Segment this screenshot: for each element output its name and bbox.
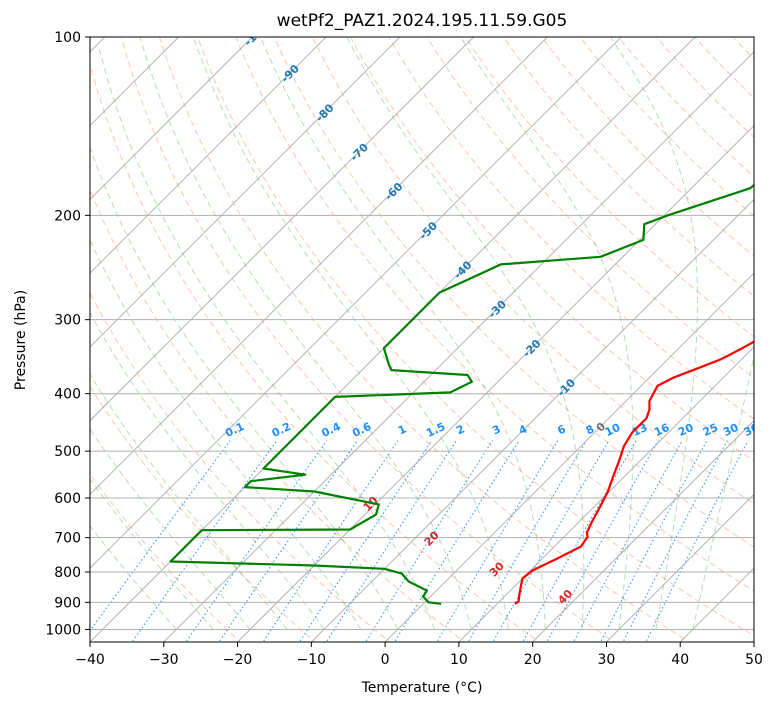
isotherm (90, 37, 327, 274)
dry-adiabat (426, 37, 754, 379)
x-axis-label: Temperature (°C) (361, 680, 483, 696)
mixing-ratio-line (546, 440, 659, 642)
y-tick-label: 800 (54, 565, 81, 581)
moist-adiabat (193, 37, 509, 630)
isotherm (90, 37, 401, 348)
y-axis-label: Pressure (hPa) (13, 290, 29, 390)
y-tick-label: 200 (54, 208, 81, 224)
dry-adiabat (388, 37, 754, 420)
mixing-ratio-line (492, 440, 610, 642)
x-axis: −40 −30 −20 −10 0 10 20 30 40 50 (75, 642, 763, 668)
y-tick-label: 600 (54, 491, 81, 507)
x-tick-label: 50 (745, 652, 763, 668)
isotherm (236, 124, 754, 642)
moist-adiabat (346, 37, 585, 630)
mixing-ratio-label: 36 (742, 421, 762, 439)
x-tick-label: −10 (297, 652, 327, 668)
series-layer (169, 183, 754, 605)
dry-adiabat (235, 37, 754, 592)
moist-adiabat (90, 478, 214, 630)
pressure-grid (90, 37, 754, 630)
moist-adiabat (692, 352, 754, 630)
mixing-ratio-label: 20 (676, 421, 696, 439)
plot-frame (89, 36, 755, 643)
y-axis: 100 200 300 400 500 600 700 800 900 1000 (45, 30, 90, 638)
x-tick-label: 30 (598, 652, 616, 668)
isotherm (90, 37, 622, 569)
x-tick-label: −20 (223, 652, 253, 668)
y-tick-label: 500 (54, 444, 81, 460)
dry-adiabat (273, 37, 754, 548)
moist-adiabat (90, 311, 325, 630)
mixing-ratio-label: 16 (652, 421, 672, 439)
dewpoint-profile (169, 183, 754, 605)
mixing-ratio-line (325, 440, 457, 642)
y-tick-label: 1000 (45, 622, 81, 638)
temperature-profile (514, 340, 754, 605)
y-tick-label: 100 (54, 30, 81, 46)
dry-adiabat (502, 37, 754, 297)
y-tick-label: 400 (54, 387, 81, 403)
isotherm (531, 419, 754, 642)
isotherm (90, 37, 254, 201)
isotherm (310, 198, 754, 642)
x-tick-label: 20 (524, 652, 542, 668)
mixing-ratio-label: 13 (630, 421, 649, 439)
y-tick-label: 900 (54, 595, 81, 611)
dry-adiabat (464, 37, 754, 338)
mixing-ratio-line (298, 440, 433, 642)
moist-adiabat (260, 37, 546, 630)
dry-adiabat (350, 37, 754, 462)
isotherm (458, 346, 754, 642)
mixing-ratio-line (262, 440, 399, 642)
mixing-ratio-line (365, 440, 493, 642)
moist-adiabat (139, 37, 472, 630)
y-tick-label: 300 (54, 313, 81, 329)
x-tick-label: 40 (671, 652, 689, 668)
mixing-ratio-label: 25 (701, 421, 720, 439)
isotherm (384, 272, 754, 642)
x-tick-label: −30 (149, 652, 179, 668)
y-tick-label: 700 (54, 531, 81, 547)
dry-adiabat (158, 37, 691, 642)
isotherm (90, 37, 549, 496)
mixing-ratio-line (185, 440, 328, 642)
isotherm (605, 493, 754, 642)
isotherm (162, 51, 754, 642)
mixing-ratio-line (522, 440, 637, 642)
moist-adiabat (90, 146, 399, 630)
mixing-ratio-label: 10 (603, 421, 623, 439)
chart-title: wetPf2_PAZ1.2024.195.11.59.G05 (277, 11, 568, 31)
x-tick-label: −40 (75, 652, 105, 668)
x-tick-label: 10 (450, 652, 468, 668)
mixing-ratio-line (572, 440, 683, 642)
dry-adiabat (311, 37, 754, 505)
isotherm (90, 37, 475, 422)
moist-adiabat (90, 428, 251, 630)
moist-adiabat (98, 46, 436, 630)
mixing-ratio-label: 30 (721, 421, 741, 439)
x-tick-label: 0 (381, 652, 390, 668)
mixing-ratio-line (622, 440, 728, 642)
moist-adiabat (610, 37, 698, 630)
mixing-ratio-line (599, 440, 708, 642)
mixing-ratio-line (436, 440, 559, 642)
isotherm-label: -100 (242, 20, 271, 49)
